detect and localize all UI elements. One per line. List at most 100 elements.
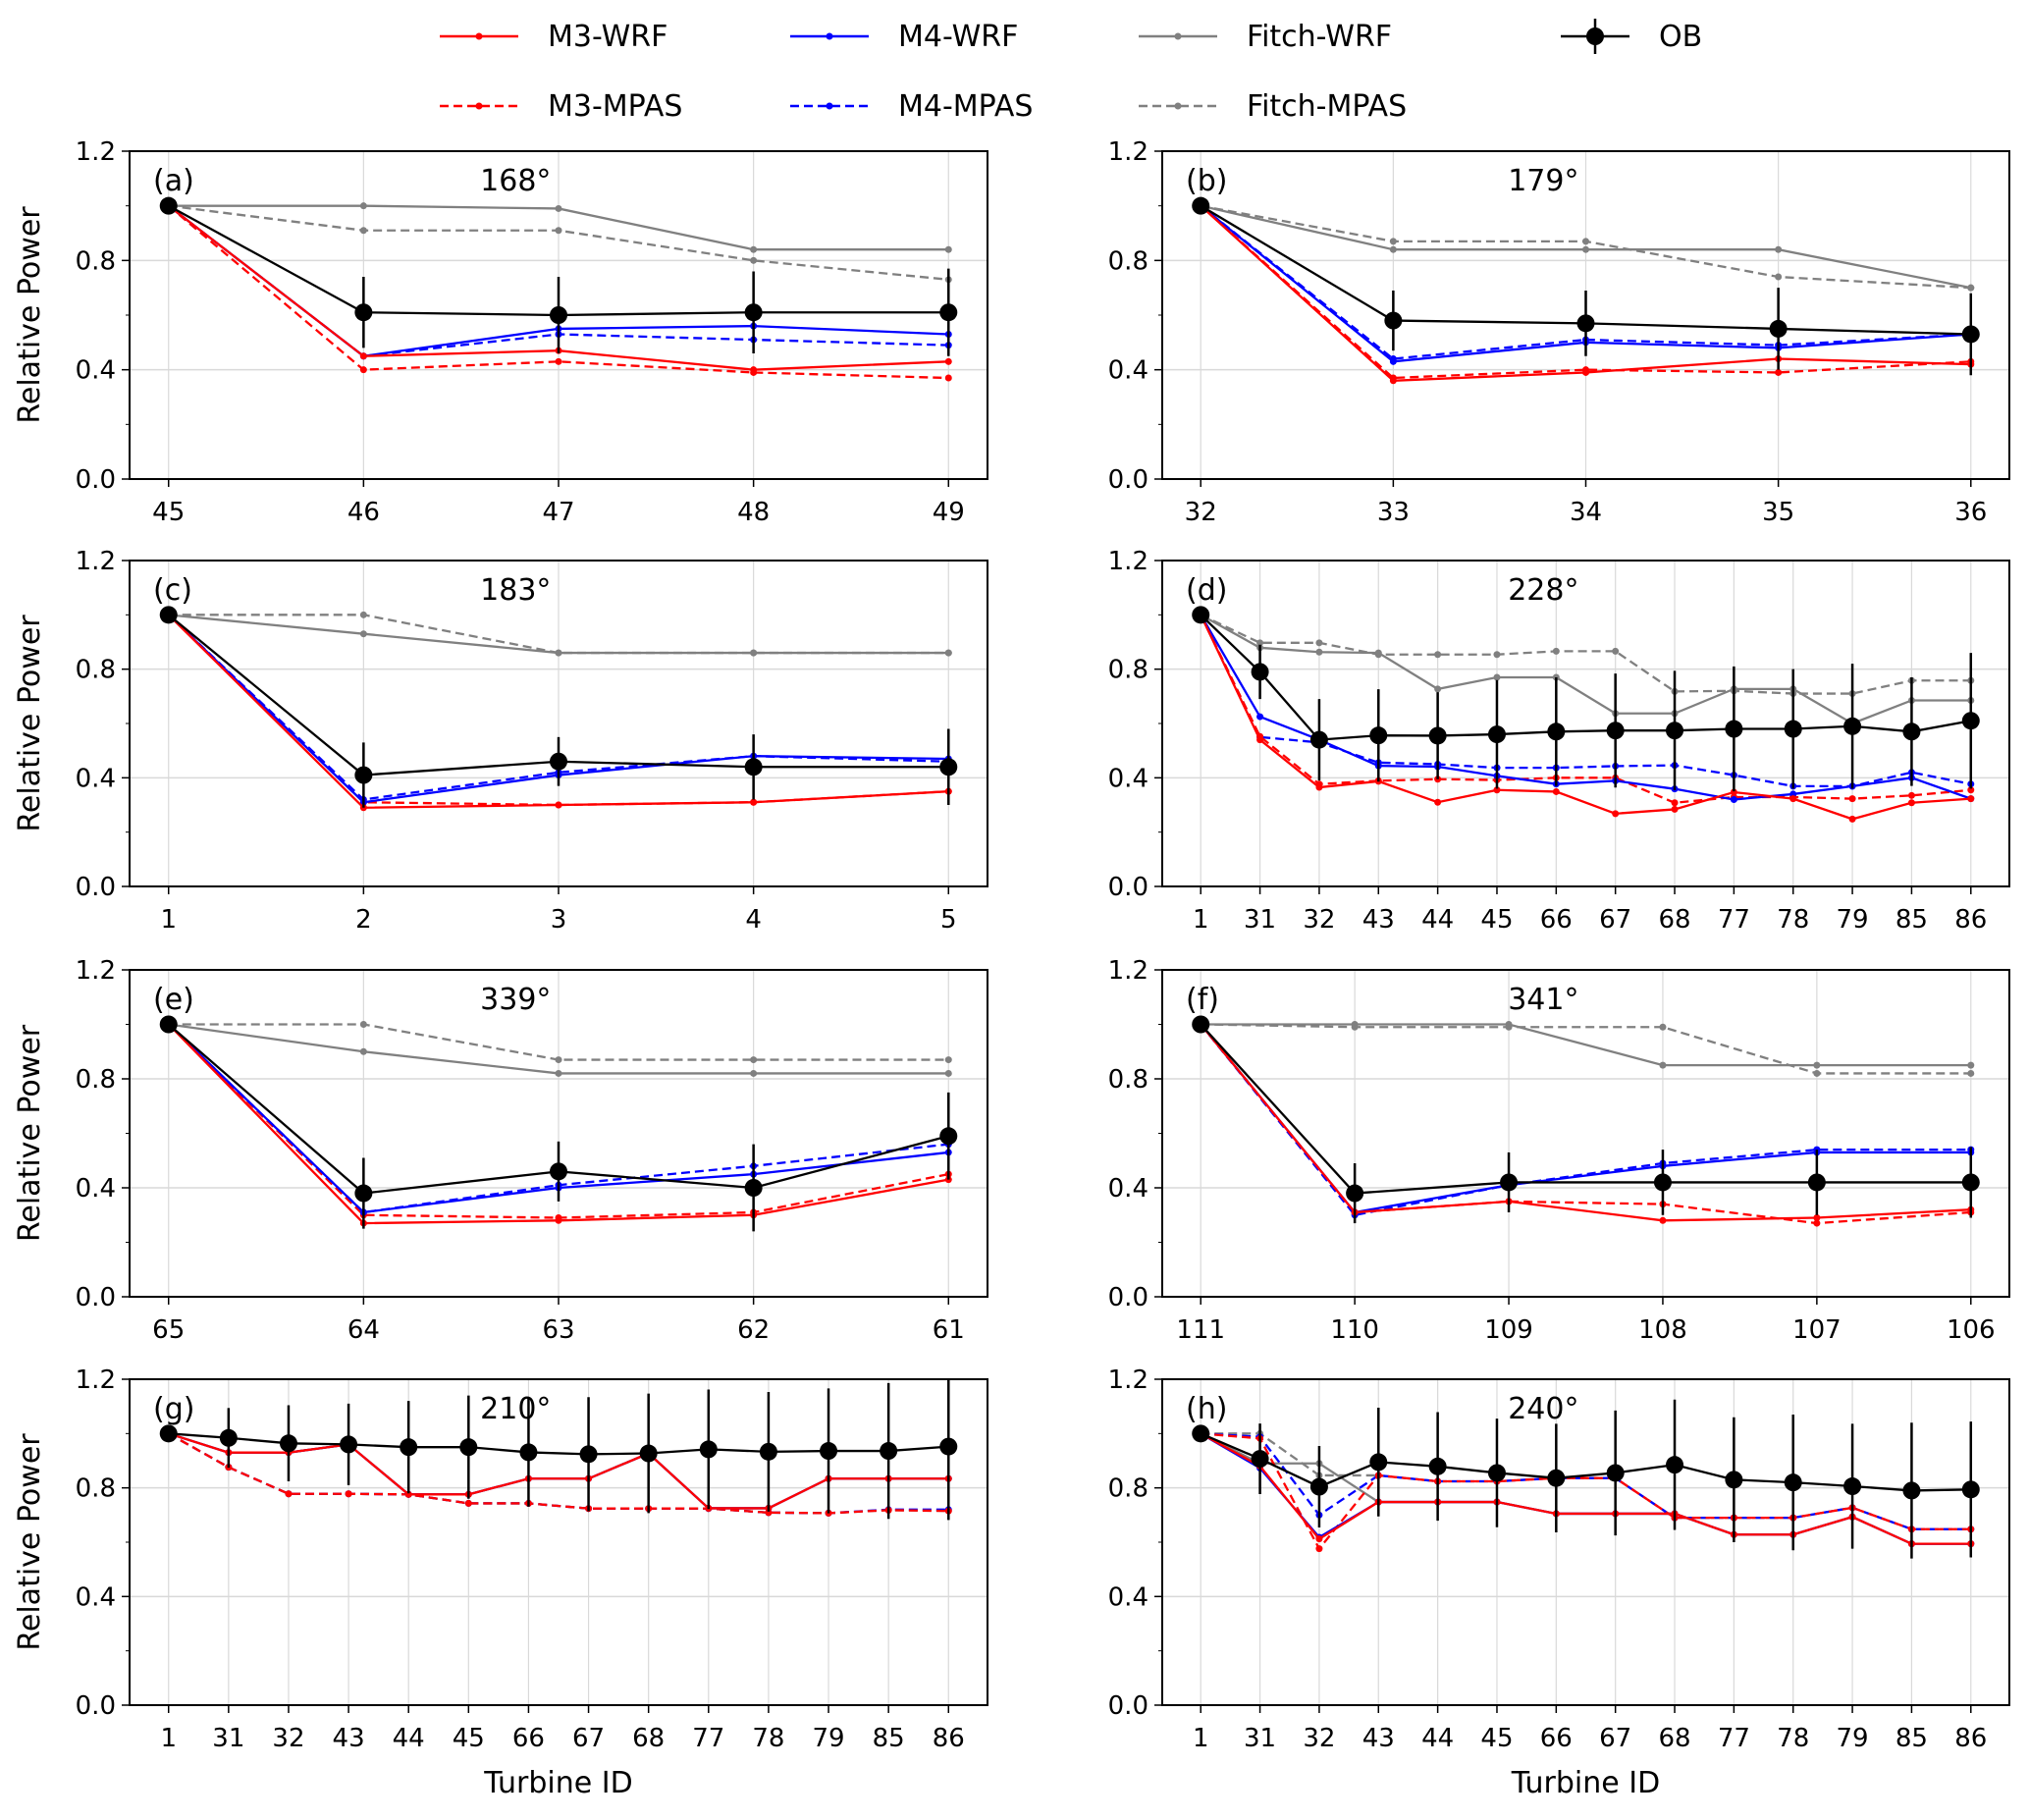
data-point-ob xyxy=(1576,314,1595,333)
data-point-m3-wrf xyxy=(555,801,562,809)
data-point-ob xyxy=(1769,319,1788,338)
data-point-m3-mpas xyxy=(944,374,952,382)
ytick-label: 1.2 xyxy=(76,1365,116,1395)
xtick-label: 31 xyxy=(1244,905,1276,935)
xtick-label: 62 xyxy=(737,1315,770,1345)
axes-frame xyxy=(1161,969,2010,1298)
data-point-m3-wrf xyxy=(1671,805,1679,813)
xtick-label: 1 xyxy=(160,905,177,935)
xtick-label: 44 xyxy=(1421,905,1454,935)
data-point-ob xyxy=(1725,1471,1743,1489)
y-axis-label: Relative Power xyxy=(13,1433,47,1651)
data-point-ob xyxy=(1309,1477,1328,1496)
data-point-fitch-mpas xyxy=(555,227,562,235)
xtick-label: 47 xyxy=(542,498,574,527)
ytick-label: 0.4 xyxy=(1108,1174,1148,1204)
panel-d: 0.0 0.4 0.8 1.2 1 31 32 43 44 45 66 67 68 77 78 79 85 86 (… xyxy=(1108,547,2010,935)
data-point-ob xyxy=(1428,1457,1447,1475)
xtick-label: 45 xyxy=(453,1724,485,1753)
data-point-fitch-wrf xyxy=(944,649,952,657)
data-point-ob xyxy=(1500,1173,1519,1192)
data-point-m3-wrf xyxy=(1789,795,1797,803)
data-point-ob xyxy=(459,1438,478,1457)
data-point-ob xyxy=(744,758,763,776)
data-point-ob xyxy=(1346,1184,1364,1203)
data-point-m3-wrf xyxy=(944,357,952,365)
series-line-fitch-mpas xyxy=(1201,1023,1971,1075)
ytick-label: 0.8 xyxy=(76,246,116,276)
xtick-label: 66 xyxy=(1540,905,1573,935)
data-point-fitch-wrf xyxy=(750,1069,758,1077)
legend-label: M4-MPAS xyxy=(898,89,1033,124)
data-point-ob xyxy=(1666,722,1684,740)
data-point-m3-wrf xyxy=(1434,798,1442,806)
xtick-label: 34 xyxy=(1570,498,1602,527)
data-point-m3-wrf xyxy=(1389,377,1397,385)
data-point-ob xyxy=(1902,1481,1921,1500)
panel-label: (g) xyxy=(153,1392,194,1426)
data-point-ob xyxy=(354,1184,373,1203)
data-point-m3-mpas xyxy=(1315,1545,1323,1553)
data-point-ob xyxy=(1384,311,1403,330)
data-point-fitch-mpas xyxy=(750,256,758,264)
xtick-label: 43 xyxy=(1362,1724,1395,1753)
data-point-ob xyxy=(159,1424,178,1443)
data-point-ob xyxy=(354,766,373,784)
series-line-ob xyxy=(1200,1023,1971,1195)
panel-label: (b) xyxy=(1186,164,1227,198)
panel-direction: 168° xyxy=(480,164,551,198)
data-point-fitch-wrf xyxy=(1315,648,1323,656)
data-point-ob xyxy=(1309,730,1328,749)
data-point-ob xyxy=(219,1428,238,1447)
xtick-label: 32 xyxy=(272,1724,304,1753)
xtick-label: 32 xyxy=(1303,905,1335,935)
data-point-ob xyxy=(1428,726,1447,745)
data-point-fitch-wrf xyxy=(944,1069,952,1077)
panel-label: (e) xyxy=(153,983,194,1017)
series-line-m4-mpas xyxy=(1200,614,1971,788)
data-point-fitch-wrf xyxy=(555,1069,562,1077)
data-point-m3-wrf xyxy=(404,1490,412,1498)
data-point-m3-wrf xyxy=(1967,795,1975,803)
xtick-label: 31 xyxy=(212,1724,244,1753)
data-point-fitch-wrf xyxy=(1434,685,1442,693)
ytick-label: 0.0 xyxy=(76,873,116,902)
data-point-fitch-wrf xyxy=(750,245,758,253)
panel-direction: 210° xyxy=(480,1392,551,1426)
data-point-fitch-wrf xyxy=(1505,1021,1513,1028)
panel-direction: 179° xyxy=(1508,164,1578,198)
data-point-m3-wrf xyxy=(750,798,758,806)
ytick-label: 0.4 xyxy=(76,764,116,793)
xtick-label: 111 xyxy=(1176,1315,1225,1345)
ytick-label: 0.4 xyxy=(1108,356,1148,386)
data-point-ob xyxy=(1192,196,1210,215)
data-point-fitch-mpas xyxy=(1493,651,1501,659)
ytick-label: 1.2 xyxy=(1108,547,1148,576)
xtick-label: 77 xyxy=(1718,1724,1750,1753)
xtick-label: 85 xyxy=(1896,905,1928,935)
data-point-fitch-mpas xyxy=(944,1056,952,1064)
data-point-fitch-wrf xyxy=(1351,1021,1359,1028)
legend-label: M3-MPAS xyxy=(548,89,682,124)
axes-frame xyxy=(1161,560,2010,887)
data-point-ob xyxy=(1666,1456,1684,1474)
axes-frame xyxy=(129,1378,988,1706)
ytick-label: 0.8 xyxy=(1108,246,1148,276)
ytick-label: 0.4 xyxy=(76,1582,116,1612)
xtick-label: 1 xyxy=(160,1724,177,1753)
data-point-ob xyxy=(759,1442,777,1461)
legend-entry-m3-wrf: M3-WRF xyxy=(440,20,667,54)
legend-entry-ob: OB xyxy=(1561,19,1702,54)
ytick-label: 0.8 xyxy=(76,1065,116,1095)
data-point-ob xyxy=(699,1440,718,1459)
series-line-m4-mpas xyxy=(167,614,949,801)
data-point-fitch-mpas xyxy=(1256,639,1264,647)
data-point-fitch-wrf xyxy=(1659,1061,1667,1069)
series-line-m3-wrf xyxy=(1200,1023,1971,1222)
data-point-ob xyxy=(159,606,178,624)
xtick-label: 2 xyxy=(355,905,372,935)
xtick-label: 33 xyxy=(1377,498,1410,527)
panel-b: 0.0 0.4 0.8 1.2 32 33 34 35 36 (b) 179° xyxy=(1108,137,2010,527)
legend-marker xyxy=(826,32,833,40)
panels: 0.00.40.81.245 46 47 48 49(a) 168°Relative Po… xyxy=(13,137,2010,1800)
